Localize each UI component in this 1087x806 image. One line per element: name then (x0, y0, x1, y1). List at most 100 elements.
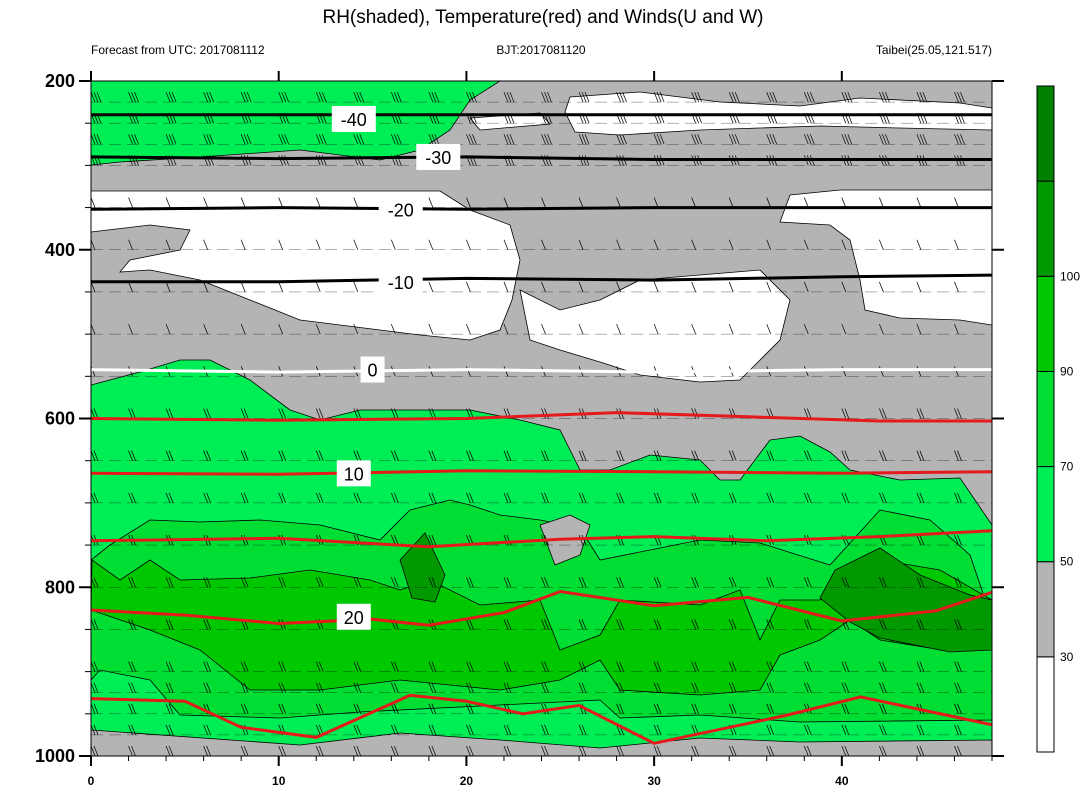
wind-barb-tick (728, 661, 734, 672)
wind-barb-tick (581, 134, 587, 145)
wind-barb-tick (203, 619, 208, 630)
wind-barb-tick (769, 492, 775, 504)
wind-barb-tick (466, 239, 471, 250)
wind-barb-tick (171, 91, 177, 103)
wind-barb-tick (991, 535, 992, 537)
wind-barb-tick (656, 91, 662, 103)
wind-barb-tick (991, 492, 992, 494)
wind-barb-tick (544, 134, 549, 145)
wind-barb-tick (134, 134, 139, 145)
wind-barb-tick (731, 661, 737, 672)
wind-barb-tick (803, 91, 809, 103)
wind-barb-tick (954, 619, 959, 630)
wind-barb-tick (916, 366, 922, 377)
wind-barb-tick (213, 81, 214, 82)
wind-barb-tick (472, 91, 477, 103)
wind-barb-tick (960, 91, 965, 103)
wind-barb-tick (131, 134, 136, 145)
wind-barb-tick (394, 408, 399, 419)
wind-barb-tick (128, 134, 133, 145)
wind-barb-tick (131, 619, 136, 630)
wind-barb-tick (250, 81, 252, 82)
wind-barb-tick (285, 81, 286, 82)
wind-barb-tick (695, 81, 696, 82)
wind-barb-tick (394, 134, 399, 145)
wind-barb-tick (541, 492, 546, 504)
wind-barb-tick (919, 91, 925, 103)
wind-barb-tick (544, 450, 549, 461)
wind-barb-tick (541, 134, 546, 145)
wind-barb-tick (694, 492, 699, 504)
wind-barb-tick (281, 703, 287, 714)
wind-barb-tick (656, 724, 662, 736)
wind-barb-tick (691, 577, 696, 588)
wind-barb-tick (766, 619, 772, 630)
wind-barb-tick (169, 81, 171, 82)
wind-barb-tick (243, 492, 249, 504)
wind-barb-tick (321, 134, 327, 145)
wind-barb-tick (998, 134, 1002, 144)
wind-barb-tick (954, 724, 959, 736)
wind-barb-tick (168, 703, 174, 714)
wind-barb-tick (206, 577, 211, 588)
wind-barb-tick (916, 724, 922, 736)
wind-barb-tick (879, 366, 884, 377)
y-tick-label: 600 (45, 409, 75, 429)
wind-barb-tick (803, 682, 809, 693)
colorbar-swatch (1036, 656, 1055, 753)
wind-barb-tick (466, 703, 471, 714)
wind-barb-tick (503, 239, 509, 250)
wind-barb-tick (991, 281, 992, 283)
wind-barb-tick (653, 197, 659, 208)
wind-barb-tick (766, 745, 772, 756)
wind-barb-tick (803, 577, 809, 588)
wind-barb-tick (960, 134, 965, 145)
wind-barb-tick (93, 577, 99, 588)
wind-barb-tick (240, 91, 246, 103)
wind-barb-tick (879, 239, 884, 250)
wind-barb-tick (581, 534, 587, 546)
wind-barb-tick (506, 724, 512, 736)
wind-barb-tick (995, 493, 999, 503)
wind-barb-tick (93, 703, 99, 714)
wind-barb-tick (653, 661, 659, 672)
wind-barb-tick (431, 534, 437, 546)
wind-barb-tick (841, 323, 847, 335)
wind-barb-tick (541, 724, 546, 736)
wind-barb-tick (991, 92, 992, 94)
colorbar-label: 70 (1060, 460, 1074, 474)
wind-barb-tick (995, 155, 999, 165)
wind-barb-tick (578, 745, 584, 756)
wind-barb-tick (315, 91, 321, 103)
wind-barb-tick (541, 682, 546, 693)
wind-barb-tick (431, 134, 437, 145)
wind-barb-tick (428, 134, 434, 145)
wind-barb-tick (841, 239, 847, 250)
wind-barb-tick (503, 450, 509, 461)
wind-barb-tick (578, 323, 584, 335)
wind-barb-tick (691, 91, 696, 103)
wind-barb-tick (469, 134, 474, 145)
wind-barb-tick (506, 134, 512, 145)
wind-barb-tick (353, 134, 359, 145)
wind-barb-tick (694, 450, 699, 461)
wind-barb-tick (882, 682, 887, 693)
contour-label: 20 (344, 608, 364, 628)
wind-barb-tick (281, 661, 287, 672)
wind-barb-tick (882, 450, 887, 461)
wind-barb-tick (240, 323, 246, 335)
wind-barb-tick (888, 81, 890, 82)
wind-barb-tick (841, 745, 847, 756)
wind-barb-tick (503, 281, 509, 293)
wind-barb-tick (803, 197, 809, 208)
wind-barb-tick (131, 703, 136, 714)
wind-barb-tick (165, 492, 171, 504)
wind-barb-tick (813, 81, 815, 82)
wind-barb-tick (616, 724, 621, 736)
wind-barb-tick (315, 134, 321, 145)
colorbar-swatch (1036, 466, 1055, 563)
wind-barb-tick (803, 492, 809, 504)
wind-barb-tick (578, 492, 584, 504)
wind-barb-tick (773, 81, 774, 82)
wind-barb-tick (578, 239, 584, 250)
